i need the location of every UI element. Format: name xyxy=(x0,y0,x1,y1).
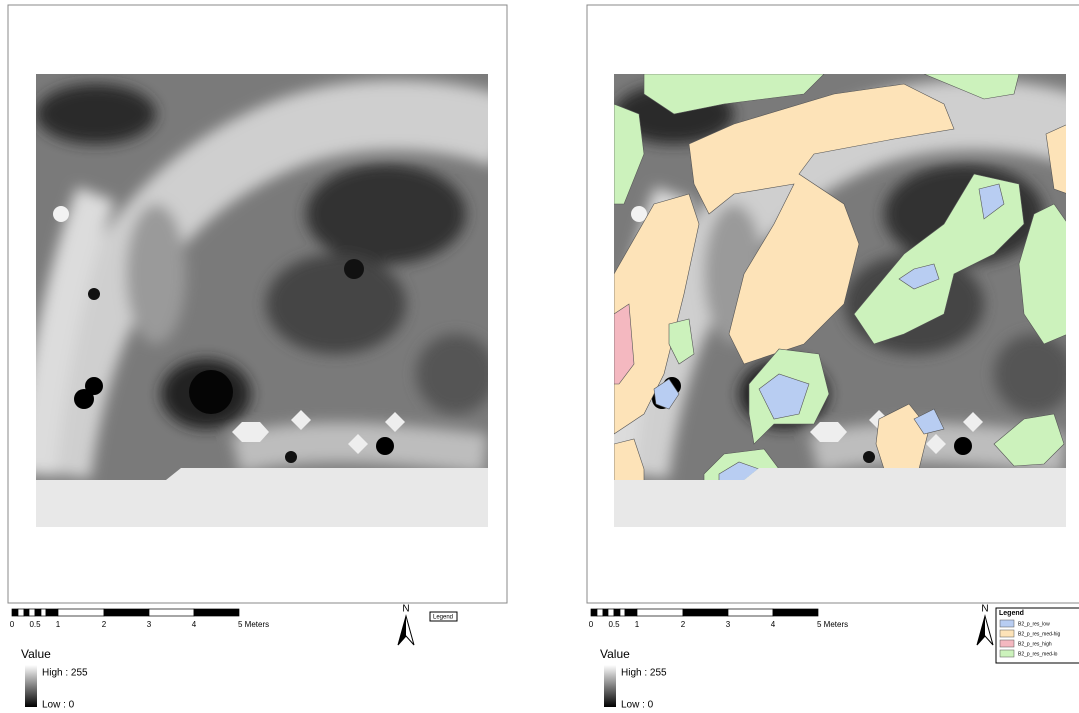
scale-bar-segment xyxy=(637,609,683,616)
north-label: N xyxy=(402,604,409,615)
legend-swatch xyxy=(1000,650,1014,657)
value-legend-title: Value xyxy=(600,647,630,661)
scale-bar-segment xyxy=(104,609,149,616)
map-layout: 0 0.5 1 2 3 4 5 Meters N Legend Value High : 255 Lo… xyxy=(0,0,1079,713)
scale-label: 2 xyxy=(102,620,107,629)
scale-bar-segment xyxy=(18,609,24,616)
north-label: N xyxy=(981,604,988,615)
scale-label: 3 xyxy=(147,620,152,629)
legend-title: Legend xyxy=(433,615,453,621)
scale-label: 4 xyxy=(771,620,776,629)
scale-label: 4 xyxy=(192,620,197,629)
legend-title: Legend xyxy=(999,610,1024,617)
panel-furniture: 0 0.5 1 2 3 4 5 Meters N Legend Value High : 255 Lo… xyxy=(10,604,457,711)
scale-bar-segment xyxy=(58,609,104,616)
scale-label: 3 xyxy=(726,620,731,629)
legend-swatch xyxy=(1000,640,1014,647)
value-high: High : 255 xyxy=(621,668,667,679)
scale-bar-segment xyxy=(683,609,728,616)
scale-bar-segment xyxy=(620,609,625,616)
value-gradient xyxy=(604,665,616,707)
scale-label: 5 Meters xyxy=(238,620,269,629)
value-low: Low : 0 xyxy=(621,700,654,711)
scale-label: 0.5 xyxy=(608,620,620,629)
scale-bar-segment xyxy=(29,609,35,616)
legend-entry: B2_p_res_low xyxy=(1018,621,1050,627)
scale-bar-segment xyxy=(603,609,608,616)
legend-entry: B2_p_res_med-hig xyxy=(1018,631,1060,637)
legend-entry: B2_p_res_med-lo xyxy=(1018,651,1058,657)
scale-label: 1 xyxy=(56,620,61,629)
scale-label: 0 xyxy=(10,620,15,629)
scale-bar-segment xyxy=(41,609,46,616)
legend-swatch xyxy=(1000,620,1014,627)
scale-bar-segment xyxy=(149,609,194,616)
panel-furniture: 0 0.5 1 2 3 4 5 Meters N Legend B2_p_res_low B2_p_… xyxy=(589,604,1079,711)
scale-label: 5 Meters xyxy=(817,620,848,629)
scale-label: 2 xyxy=(681,620,686,629)
scale-label: 1 xyxy=(635,620,640,629)
scale-bar-segment xyxy=(597,609,603,616)
scale-bar-segment xyxy=(46,609,58,616)
scale-label: 0 xyxy=(589,620,594,629)
scale-bar-segment xyxy=(728,609,773,616)
raster xyxy=(16,54,516,527)
scale-bar-segment xyxy=(773,609,818,616)
scale-bar-segment xyxy=(194,609,239,616)
scale-bar-segment xyxy=(614,609,620,616)
scale-bar-segment xyxy=(12,609,18,616)
value-legend-title: Value xyxy=(21,647,51,661)
scale-bar-segment xyxy=(24,609,29,616)
scale-bar-segment xyxy=(591,609,597,616)
value-gradient xyxy=(25,665,37,707)
value-low: Low : 0 xyxy=(42,700,75,711)
legend-entry: B2_p_res_high xyxy=(1018,641,1052,647)
legend-swatch xyxy=(1000,630,1014,637)
scale-bar-segment xyxy=(625,609,637,616)
scale-bar-segment xyxy=(35,609,41,616)
value-high: High : 255 xyxy=(42,668,88,679)
scale-bar-segment xyxy=(608,609,614,616)
scale-label: 0.5 xyxy=(29,620,41,629)
